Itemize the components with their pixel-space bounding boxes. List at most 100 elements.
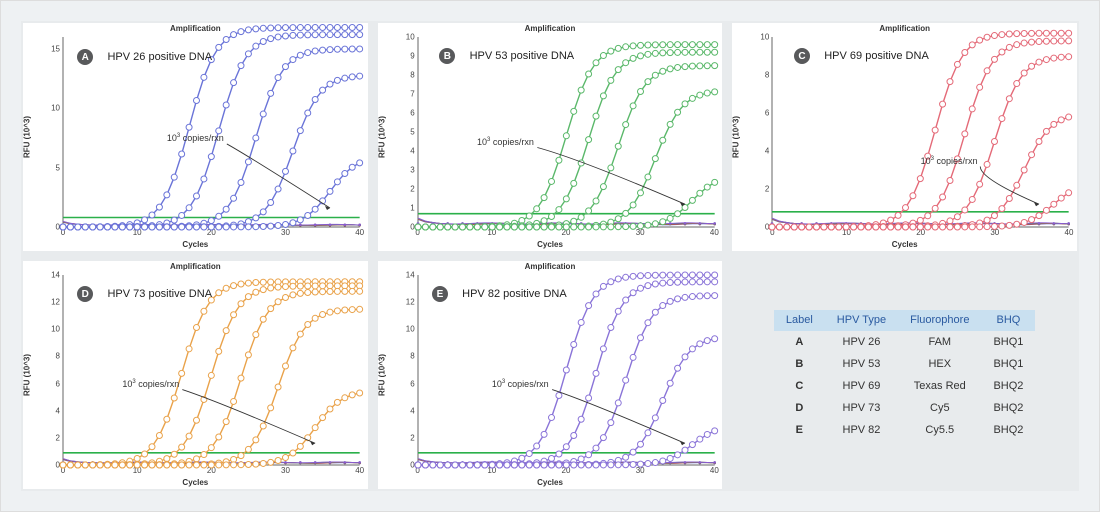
curve-marker [208, 445, 214, 451]
curve-marker [496, 224, 502, 230]
y-tick: 1 [410, 204, 417, 213]
curve-marker [290, 283, 296, 289]
curve-marker [696, 279, 702, 285]
curve-marker [704, 184, 710, 190]
curve-marker [171, 174, 177, 180]
curve-marker [75, 462, 81, 468]
table-cell: A [774, 330, 825, 353]
curve-marker [290, 345, 296, 351]
curve-marker [312, 48, 318, 54]
y-tick: 5 [56, 163, 63, 172]
figure-inner: AmplificationRFU (10^3)Cycles05101501020… [21, 21, 1079, 491]
curve-marker [600, 93, 606, 99]
curve-marker [282, 25, 288, 31]
copies-annotation: 103 copies/rxn [921, 156, 978, 166]
curve-marker [977, 181, 983, 187]
curve-marker [607, 165, 613, 171]
curve-marker [955, 224, 961, 230]
curve-marker [689, 95, 695, 101]
curve-marker [615, 308, 621, 314]
curve-marker [1059, 54, 1065, 60]
curve-marker [570, 342, 576, 348]
curve-marker [541, 224, 547, 230]
curve-marker [327, 309, 333, 315]
curve-marker [696, 190, 702, 196]
curve-marker [918, 224, 924, 230]
curve-marker [327, 81, 333, 87]
curve-marker [585, 224, 591, 230]
curve-marker [1007, 96, 1013, 102]
curve-marker [90, 224, 96, 230]
curve-marker [245, 446, 251, 452]
curve-marker [179, 370, 185, 376]
chart-area: 0246810010203040103 copies/rxnCHPV 69 po… [772, 37, 1069, 227]
y-tick: 2 [765, 185, 772, 194]
curve-marker [645, 174, 651, 180]
curve-marker [556, 224, 562, 230]
curve-marker [829, 224, 835, 230]
curve-marker [260, 38, 266, 44]
curve-marker [282, 284, 288, 290]
curve-marker [682, 64, 688, 70]
curve-marker [312, 289, 318, 295]
curve-marker [171, 217, 177, 223]
curve-marker [312, 283, 318, 289]
x-tick: 40 [355, 227, 364, 237]
table-header: HPV Type [825, 310, 898, 331]
curve-marker [1021, 167, 1027, 173]
curve-marker [193, 462, 199, 468]
curve-marker [320, 87, 326, 93]
y-tick: 10 [406, 325, 418, 334]
x-tick: 40 [710, 227, 719, 237]
curve-marker [637, 441, 643, 447]
curve-marker [342, 307, 348, 313]
curve-marker [585, 303, 591, 309]
curve-marker [1059, 117, 1065, 123]
curve-marker [1036, 30, 1042, 36]
curve-marker [1029, 63, 1035, 69]
curve-marker [769, 224, 775, 230]
curve-marker [682, 294, 688, 300]
curve-marker [305, 290, 311, 296]
curve-marker [282, 168, 288, 174]
curve-marker [682, 354, 688, 360]
curve-marker [437, 462, 443, 468]
curve-marker [231, 312, 237, 318]
x-tick: 30 [281, 227, 290, 237]
curve-marker [164, 224, 170, 230]
panel-badge-E: E [432, 286, 448, 302]
curve-marker [245, 280, 251, 286]
curve-marker [1051, 38, 1057, 44]
copies-annotation: 103 copies/rxn [122, 379, 179, 389]
curve-marker [888, 217, 894, 223]
curve-marker [282, 294, 288, 300]
y-tick: 10 [760, 33, 772, 42]
y-tick: 2 [410, 433, 417, 442]
curve-marker [1051, 201, 1057, 207]
curve-marker [1044, 38, 1050, 44]
curve-marker [134, 224, 140, 230]
curve-marker [67, 224, 73, 230]
curve-marker [179, 151, 185, 157]
y-tick: 12 [51, 298, 63, 307]
curve-marker [600, 346, 606, 352]
y-tick: 4 [410, 147, 417, 156]
curve-marker [518, 224, 524, 230]
y-axis-label: RFU (10^3) [377, 354, 386, 396]
curve-marker [186, 124, 192, 130]
curve-marker [674, 452, 680, 458]
curve-marker [622, 462, 628, 468]
curve-marker [238, 301, 244, 307]
curve-marker [548, 462, 554, 468]
x-axis-label: Cycles [378, 478, 723, 487]
curve-marker [429, 462, 435, 468]
curve-marker [674, 64, 680, 70]
x-axis-label: Cycles [732, 240, 1077, 249]
y-tick: 4 [765, 147, 772, 156]
curve-marker [645, 430, 651, 436]
curve-marker [186, 433, 192, 439]
curve-marker [593, 445, 599, 451]
curve-marker [179, 444, 185, 450]
x-axis-label: Cycles [23, 478, 368, 487]
curve-marker [659, 42, 665, 48]
